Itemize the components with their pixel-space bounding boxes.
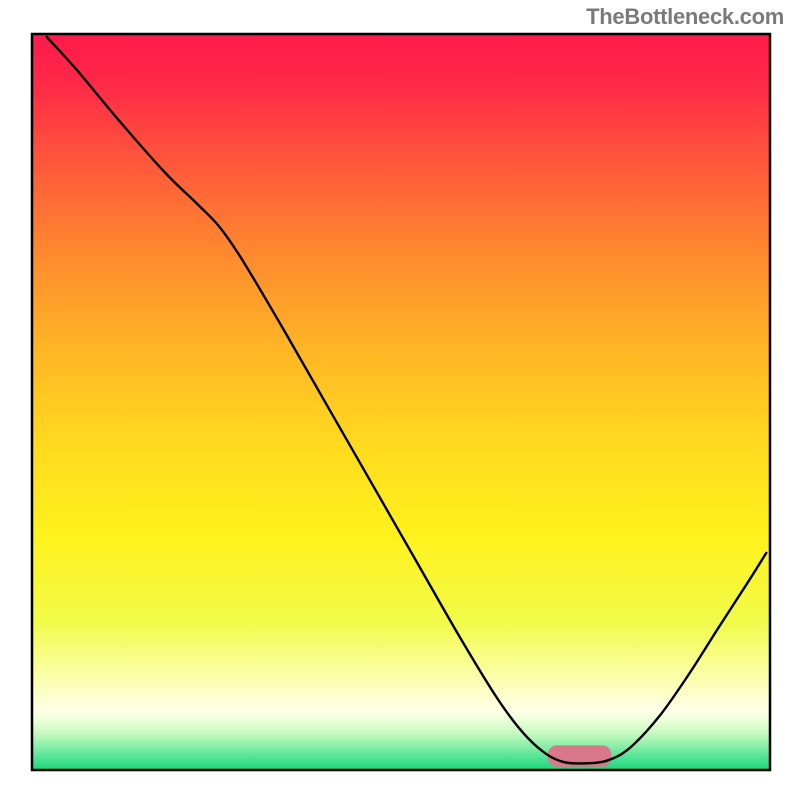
gradient-background [32,34,770,770]
bottleneck-plot [0,0,800,800]
